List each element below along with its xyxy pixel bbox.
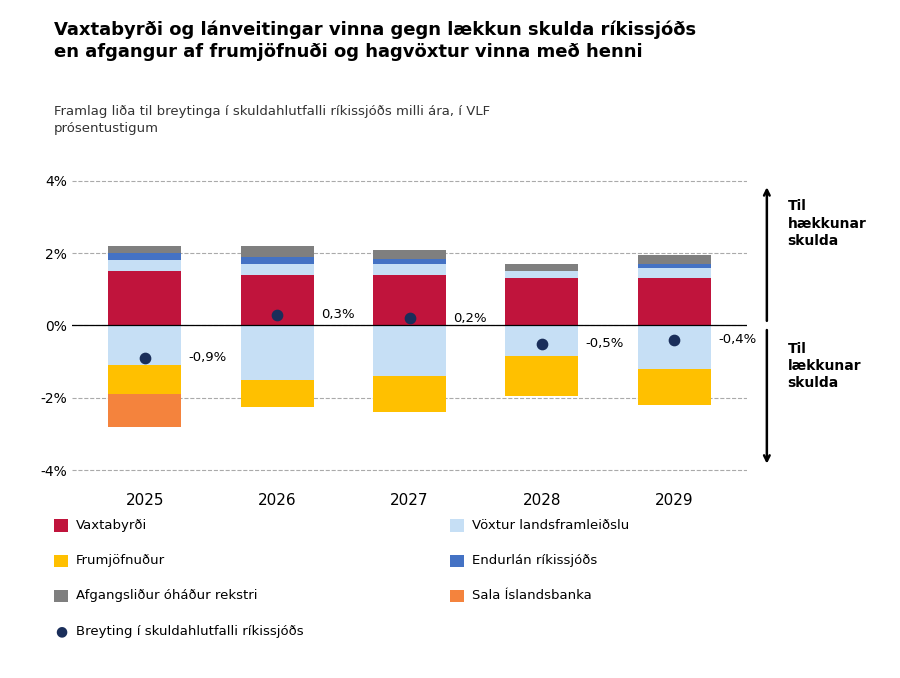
Bar — [506, 325, 579, 356]
Text: -0,5%: -0,5% — [586, 337, 624, 350]
Bar — [374, 264, 446, 275]
Point — [535, 338, 549, 349]
Point — [667, 334, 681, 345]
Text: Afgangsliður óháður rekstri: Afgangsliður óháður rekstri — [76, 589, 257, 603]
Bar — [241, 257, 313, 264]
Text: Vöxtur landsframleiðslu: Vöxtur landsframleiðslu — [472, 519, 629, 532]
Bar — [374, 376, 446, 412]
Bar — [241, 325, 313, 380]
Bar — [506, 356, 579, 396]
Bar — [506, 264, 579, 271]
Point — [402, 313, 417, 323]
Text: Endurlán ríkissjóðs: Endurlán ríkissjóðs — [472, 554, 597, 567]
Bar — [638, 255, 711, 264]
Bar — [241, 246, 313, 257]
Bar — [108, 246, 181, 253]
Text: -0,4%: -0,4% — [718, 334, 756, 346]
Text: Vaxtabyrði og lánveitingar vinna gegn lækkun skulda ríkissjóðs
en afgangur af fr: Vaxtabyrði og lánveitingar vinna gegn læ… — [54, 20, 696, 61]
Text: 0,2%: 0,2% — [454, 312, 487, 325]
Bar — [374, 325, 446, 376]
Bar — [241, 264, 313, 275]
Bar — [108, 325, 181, 365]
Bar — [638, 268, 711, 279]
Bar — [638, 279, 711, 325]
Bar — [638, 369, 711, 405]
Bar — [374, 250, 446, 258]
Text: Til
hækkunar
skulda: Til hækkunar skulda — [788, 199, 867, 248]
Bar — [374, 275, 446, 325]
Bar — [506, 271, 579, 279]
Bar — [241, 275, 313, 325]
Text: Vaxtabyrði: Vaxtabyrði — [76, 519, 147, 532]
Bar — [108, 260, 181, 271]
Bar — [506, 279, 579, 325]
Bar — [374, 258, 446, 264]
Point — [270, 309, 284, 320]
Text: ●: ● — [55, 624, 68, 638]
Text: Sala Íslandsbanka: Sala Íslandsbanka — [472, 589, 591, 603]
Bar — [638, 325, 711, 369]
Bar — [241, 380, 313, 407]
Text: Framlag liða til breytinga í skuldahlutfalli ríkissjóðs milli ára, í VLF
prósent: Framlag liða til breytinga í skuldahlutf… — [54, 105, 491, 135]
Bar — [108, 394, 181, 426]
Text: Breyting í skuldahlutfalli ríkissjóðs: Breyting í skuldahlutfalli ríkissjóðs — [76, 624, 303, 638]
Text: -0,9%: -0,9% — [188, 351, 227, 365]
Bar — [108, 365, 181, 394]
Point — [138, 353, 152, 363]
Bar — [638, 264, 711, 268]
Text: Frumjöfnuður: Frumjöfnuður — [76, 554, 165, 567]
Text: Til
lækkunar
skulda: Til lækkunar skulda — [788, 342, 861, 391]
Text: 0,3%: 0,3% — [320, 308, 355, 321]
Bar — [108, 253, 181, 260]
Bar — [108, 271, 181, 325]
